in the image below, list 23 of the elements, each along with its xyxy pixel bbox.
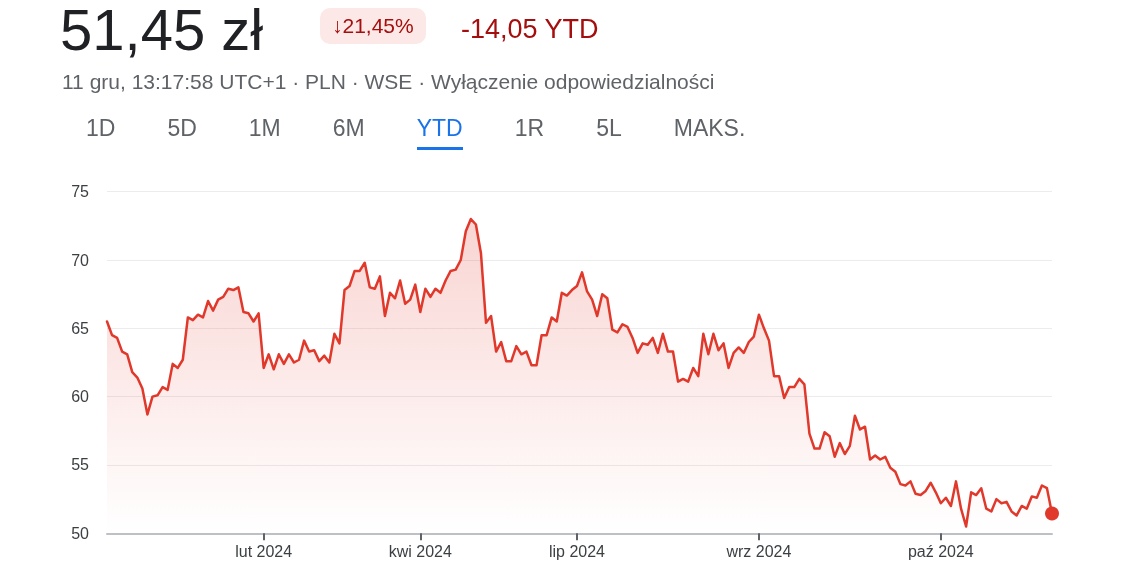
- text: 1M: [248, 115, 281, 143]
- text: 6M: [332, 115, 365, 143]
- chart-subtitle: 11 gru, 13:17:58 UTC+1 · PLN · WSE · Wyłączenie odpowiedzialności: [62, 70, 715, 94]
- text: 5L: [596, 115, 622, 143]
- y-tick-label: 70: [71, 251, 90, 269]
- text: ↓21,45%: [320, 8, 426, 44]
- chart-title: 51,45 zł: [60, 0, 264, 63]
- x-tick-label: wrz 2024: [725, 542, 792, 560]
- text: YTD: [416, 115, 463, 150]
- y-tick-label: 60: [71, 388, 90, 406]
- y-tick-label: 50: [71, 524, 90, 542]
- text: 5D: [167, 115, 197, 143]
- y-tick-label: 75: [71, 183, 90, 201]
- x-tick-label: kwi 2024: [388, 542, 452, 560]
- text: -14,05 YTD: [461, 14, 599, 45]
- x-tick-label: lip 2024: [548, 542, 606, 560]
- text: 1D: [86, 115, 116, 143]
- x-tick-label: lut 2024: [235, 542, 293, 560]
- y-tick-label: 55: [71, 456, 90, 474]
- x-tick-label: paź 2024: [907, 542, 974, 560]
- text: 1R: [514, 115, 545, 143]
- y-tick-label: 65: [71, 319, 90, 337]
- text: MAKS.: [673, 115, 746, 143]
